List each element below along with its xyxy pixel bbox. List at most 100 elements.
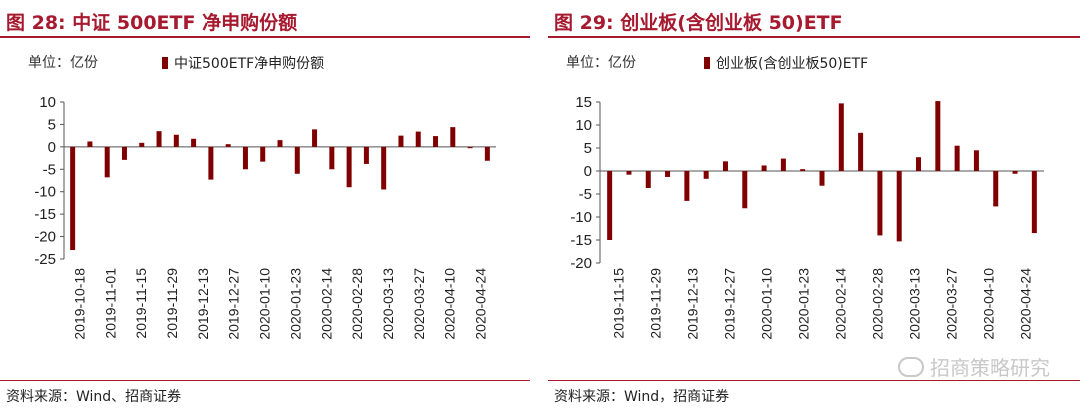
bar <box>684 171 690 201</box>
y-tick-label: 15 <box>575 94 592 111</box>
x-tick-label: 2020-01-10 <box>257 268 273 340</box>
bar <box>156 131 162 147</box>
y-tick-label: -10 <box>570 209 592 226</box>
bar <box>70 146 76 251</box>
x-tick-label: 2019-11-15 <box>611 268 627 339</box>
figure-title: 图 28: 中证 500ETF 净申购份额 <box>6 12 298 34</box>
y-tick-label: -10 <box>34 184 56 201</box>
wechat-icon <box>898 357 924 377</box>
x-tick-label: 2019-12-27 <box>722 268 738 340</box>
bar <box>173 134 179 147</box>
y-tick-label: 0 <box>48 139 56 156</box>
bar <box>415 131 421 147</box>
x-tick-label: 2020-04-24 <box>1018 268 1034 340</box>
legend-swatch <box>162 57 168 69</box>
x-tick-label: 2019-12-13 <box>195 268 211 340</box>
y-tick-label: 5 <box>584 140 592 157</box>
bar <box>139 142 145 147</box>
bar <box>277 140 283 147</box>
bar <box>398 135 404 147</box>
x-tick-label: 2020-03-13 <box>380 268 396 340</box>
unit-label: 单位：亿份 <box>28 55 98 71</box>
unit-label: 单位：亿份 <box>566 55 636 71</box>
y-tick-label: 0 <box>584 163 592 180</box>
bar <box>208 146 214 180</box>
x-tick-label: 2019-11-29 <box>648 268 664 339</box>
figure-title: 图 29: 创业板(含创业板 50)ETF <box>554 12 843 34</box>
x-tick-label: 2020-01-23 <box>796 268 812 340</box>
bar <box>703 171 709 179</box>
bar <box>363 146 369 164</box>
watermark: 招商策略研究 <box>898 352 1050 381</box>
bar <box>665 171 671 177</box>
legend: 中证500ETF净申购份额 <box>162 53 324 73</box>
bar-chart-chinext: 15 10 5 0 -5 -10 -15 -20 2019-11-15 2019-11-29 201… <box>570 94 1044 340</box>
x-tick-label: 2020-04-24 <box>473 268 489 340</box>
y-tick-label: -20 <box>570 255 592 272</box>
bar <box>742 171 748 209</box>
chart-panel-right: 图 29: 创业板(含创业板 50)ETF 单位：亿份 创业板(含创业板50)E… <box>548 0 1080 416</box>
bar <box>225 144 231 147</box>
bar <box>260 146 266 162</box>
bar <box>294 146 300 174</box>
x-tick-label: 2020-01-10 <box>759 268 775 340</box>
title-divider <box>0 36 530 38</box>
bar <box>121 146 127 160</box>
bar <box>877 171 883 236</box>
x-tick-label: 2019-11-29 <box>164 268 180 339</box>
bar <box>819 171 825 186</box>
x-tick-label: 2020-04-10 <box>981 268 997 340</box>
title-divider <box>548 36 1080 38</box>
bar <box>104 146 110 178</box>
bar <box>607 171 613 240</box>
x-tick-label: 2020-01-23 <box>287 268 303 340</box>
y-tick-label: -25 <box>34 251 56 268</box>
legend-label: 创业板(含创业板50)ETF <box>716 56 869 72</box>
y-tick-label: 10 <box>39 94 56 111</box>
bar <box>242 146 248 170</box>
bar <box>191 138 197 147</box>
x-tick-label: 2020-04-10 <box>442 268 458 340</box>
legend-label: 中证500ETF净申购份额 <box>174 56 325 72</box>
bar <box>800 169 806 171</box>
bar <box>973 150 979 171</box>
x-tick-label: 2020-02-14 <box>833 268 849 340</box>
x-tick-label: 2019-11-01 <box>102 268 118 339</box>
bar <box>954 145 960 171</box>
bar <box>312 129 318 147</box>
x-tick-label: 2020-03-13 <box>907 268 923 340</box>
bar <box>87 141 93 147</box>
source-note: 资料来源：Wind，招商证券 <box>554 389 730 405</box>
bar-chart-csi500: 10 5 0 -5 -10 -15 -20 -25 2019-10-18 2019-11-01 20… <box>34 94 496 340</box>
bar <box>1012 171 1018 174</box>
bar <box>346 146 352 188</box>
legend-swatch <box>704 57 710 69</box>
source-divider <box>0 380 530 381</box>
bar <box>935 101 941 171</box>
bar <box>433 136 439 147</box>
x-tick-label: 2020-02-14 <box>318 268 334 340</box>
x-tick-label: 2020-03-27 <box>411 268 427 340</box>
bar <box>722 161 728 171</box>
bar <box>450 127 456 147</box>
watermark-text: 招商策略研究 <box>930 356 1050 380</box>
bar <box>1031 171 1037 234</box>
chart-panel-left: 图 28: 中证 500ETF 净申购份额 单位：亿份 中证500ETF净申购份… <box>0 0 530 416</box>
y-tick-label: -5 <box>579 186 592 203</box>
x-tick-label: 2019-12-13 <box>685 268 701 340</box>
x-tick-label: 2020-02-28 <box>349 268 365 340</box>
bar <box>626 171 632 175</box>
source-note: 资料来源：Wind、招商证券 <box>6 389 182 405</box>
y-tick-label: -15 <box>570 232 592 249</box>
x-tick-label: 2019-10-18 <box>71 268 87 340</box>
source-divider <box>548 380 1080 381</box>
y-tick-label: -20 <box>34 229 56 246</box>
legend: 创业板(含创业板50)ETF <box>704 53 868 73</box>
bar <box>993 171 999 207</box>
y-tick-label: 10 <box>575 117 592 134</box>
bar <box>916 157 922 171</box>
y-tick-label: -5 <box>43 161 56 178</box>
bar <box>484 146 490 161</box>
y-tick-label: 5 <box>48 116 56 133</box>
bar <box>858 132 864 171</box>
